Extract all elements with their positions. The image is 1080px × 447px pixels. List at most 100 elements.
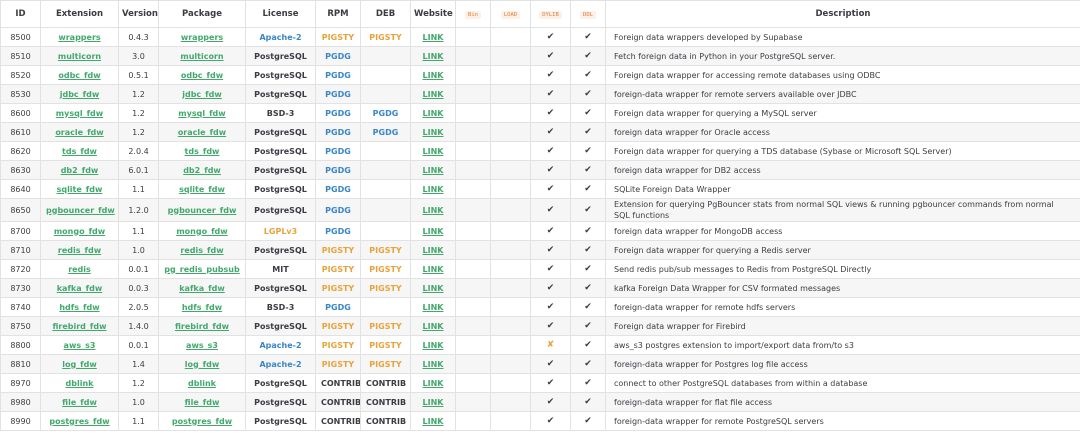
link[interactable]: sqlite_fdw [56,184,103,194]
tag: PIGSTY [369,359,402,369]
table-cell [360,46,411,66]
link[interactable]: LINK [422,205,444,215]
link[interactable]: file_fdw [62,397,97,407]
link[interactable]: LINK [422,416,444,426]
link[interactable]: sqlite_fdw [179,184,225,194]
table-cell: Apache-2 [245,354,316,374]
link[interactable]: log_fdw [62,359,97,369]
link[interactable]: tds_fdw [62,146,97,156]
link[interactable]: mysql_fdw [55,108,104,118]
table-cell [360,198,411,222]
link[interactable]: dblink [65,378,94,388]
link[interactable]: wrappers [58,32,101,42]
table-cell: 2.0.4 [118,141,159,161]
table-cell: ✘ [530,335,571,355]
link[interactable]: LINK [422,340,444,350]
table-cell: 8600 [0,103,41,123]
link[interactable]: aws_s3 [186,340,218,350]
table-cell: PostgreSQL [245,392,316,412]
link[interactable]: tds_fdw [184,146,220,156]
table-cell: sqlite_fdw [40,179,119,199]
link[interactable]: wrappers [180,32,224,42]
link[interactable]: mongo_fdw [53,226,106,236]
table-cell: SQLite Foreign Data Wrapper [605,179,1080,199]
link[interactable]: multicorn [57,51,102,61]
link[interactable]: db2_fdw [60,165,99,175]
link[interactable]: firebird_fdw [174,321,230,331]
link[interactable]: LINK [422,165,444,175]
link[interactable]: LINK [422,321,444,331]
link[interactable]: hdfs_fdw [59,302,100,312]
link[interactable]: aws_s3 [63,340,96,350]
table-cell [490,221,531,241]
table-cell [490,103,531,123]
link[interactable]: mongo_fdw [176,226,228,236]
table-cell: jdbc_fdw [158,84,246,104]
tag: CONTRIB [366,378,407,388]
link[interactable]: LINK [422,184,444,194]
cell-text: 0.0.3 [128,283,149,293]
table-cell: 8530 [0,84,41,104]
link[interactable]: multicorn [180,51,224,61]
link[interactable]: redis_fdw [57,245,102,255]
link[interactable]: jdbc_fdw [182,89,222,99]
link[interactable]: oracle_fdw [55,127,104,137]
link[interactable]: LINK [422,359,444,369]
link[interactable]: LINK [422,32,444,42]
link[interactable]: LINK [422,146,444,156]
table-cell: log_fdw [158,354,246,374]
table-cell: dblink [158,373,246,393]
table-cell: 8500 [0,27,41,47]
cell-text: 1.4.0 [128,321,149,331]
table-cell: PostgreSQL [245,160,316,180]
table-cell: 1.2 [118,122,159,142]
link[interactable]: LINK [422,108,444,118]
table-cell: postgres_fdw [158,411,246,431]
link[interactable]: LINK [422,397,444,407]
link[interactable]: redis_fdw [180,245,224,255]
link[interactable]: odbc_fdw [180,70,224,80]
table-cell: PGDG [315,141,361,161]
link[interactable]: LINK [422,127,444,137]
link[interactable]: log_fdw [184,359,220,369]
link[interactable]: LINK [422,226,444,236]
link[interactable]: LINK [422,283,444,293]
link[interactable]: LINK [422,70,444,80]
link[interactable]: LINK [422,51,444,61]
table-cell [455,122,491,142]
link[interactable]: odbc_fdw [58,70,101,80]
link[interactable]: LINK [422,264,444,274]
link[interactable]: LINK [422,378,444,388]
link[interactable]: kafka_fdw [179,283,225,293]
table-cell: ✔ [570,335,606,355]
link[interactable]: kafka_fdw [56,283,103,293]
link[interactable]: pgbouncer_fdw [46,205,115,215]
link[interactable]: postgres_fdw [171,416,233,426]
table-cell: pg_redis_pubsub [158,259,246,279]
link[interactable]: oracle_fdw [177,127,227,137]
status-mark: ✔ [546,264,555,274]
link[interactable]: pg_redis_pubsub [164,264,240,274]
link[interactable]: pgbouncer_fdw [167,205,237,215]
table-cell [490,335,531,355]
link[interactable]: LINK [422,89,444,99]
link[interactable]: postgres_fdw [49,416,110,426]
link[interactable]: LINK [422,245,444,255]
link[interactable]: file_fdw [184,397,220,407]
link[interactable]: redis [68,264,91,274]
cell-text: foreign data wrapper for Oracle access [614,127,770,137]
link[interactable]: jdbc_fdw [59,89,100,99]
link[interactable]: mysql_fdw [178,108,226,118]
table-cell: Foreign data wrapper for querying a Redi… [605,240,1080,260]
table-cell: PostgreSQL [245,122,316,142]
table-row: 8520 odbc_fdw 0.5.1 odbc_fdw PostgreSQL PGDG L… [0,65,1080,85]
table-cell: Apache-2 [245,27,316,47]
table-row: 8970 dblink 1.2 dblink PostgreSQL CONTRIB CONT… [0,373,1080,393]
link[interactable]: LINK [422,302,444,312]
link[interactable]: dblink [188,378,216,388]
link[interactable]: hdfs_fdw [181,302,223,312]
table-cell: LINK [410,103,456,123]
link[interactable]: firebird_fdw [52,321,107,331]
link[interactable]: db2_fdw [183,165,221,175]
table-cell: oracle_fdw [158,122,246,142]
